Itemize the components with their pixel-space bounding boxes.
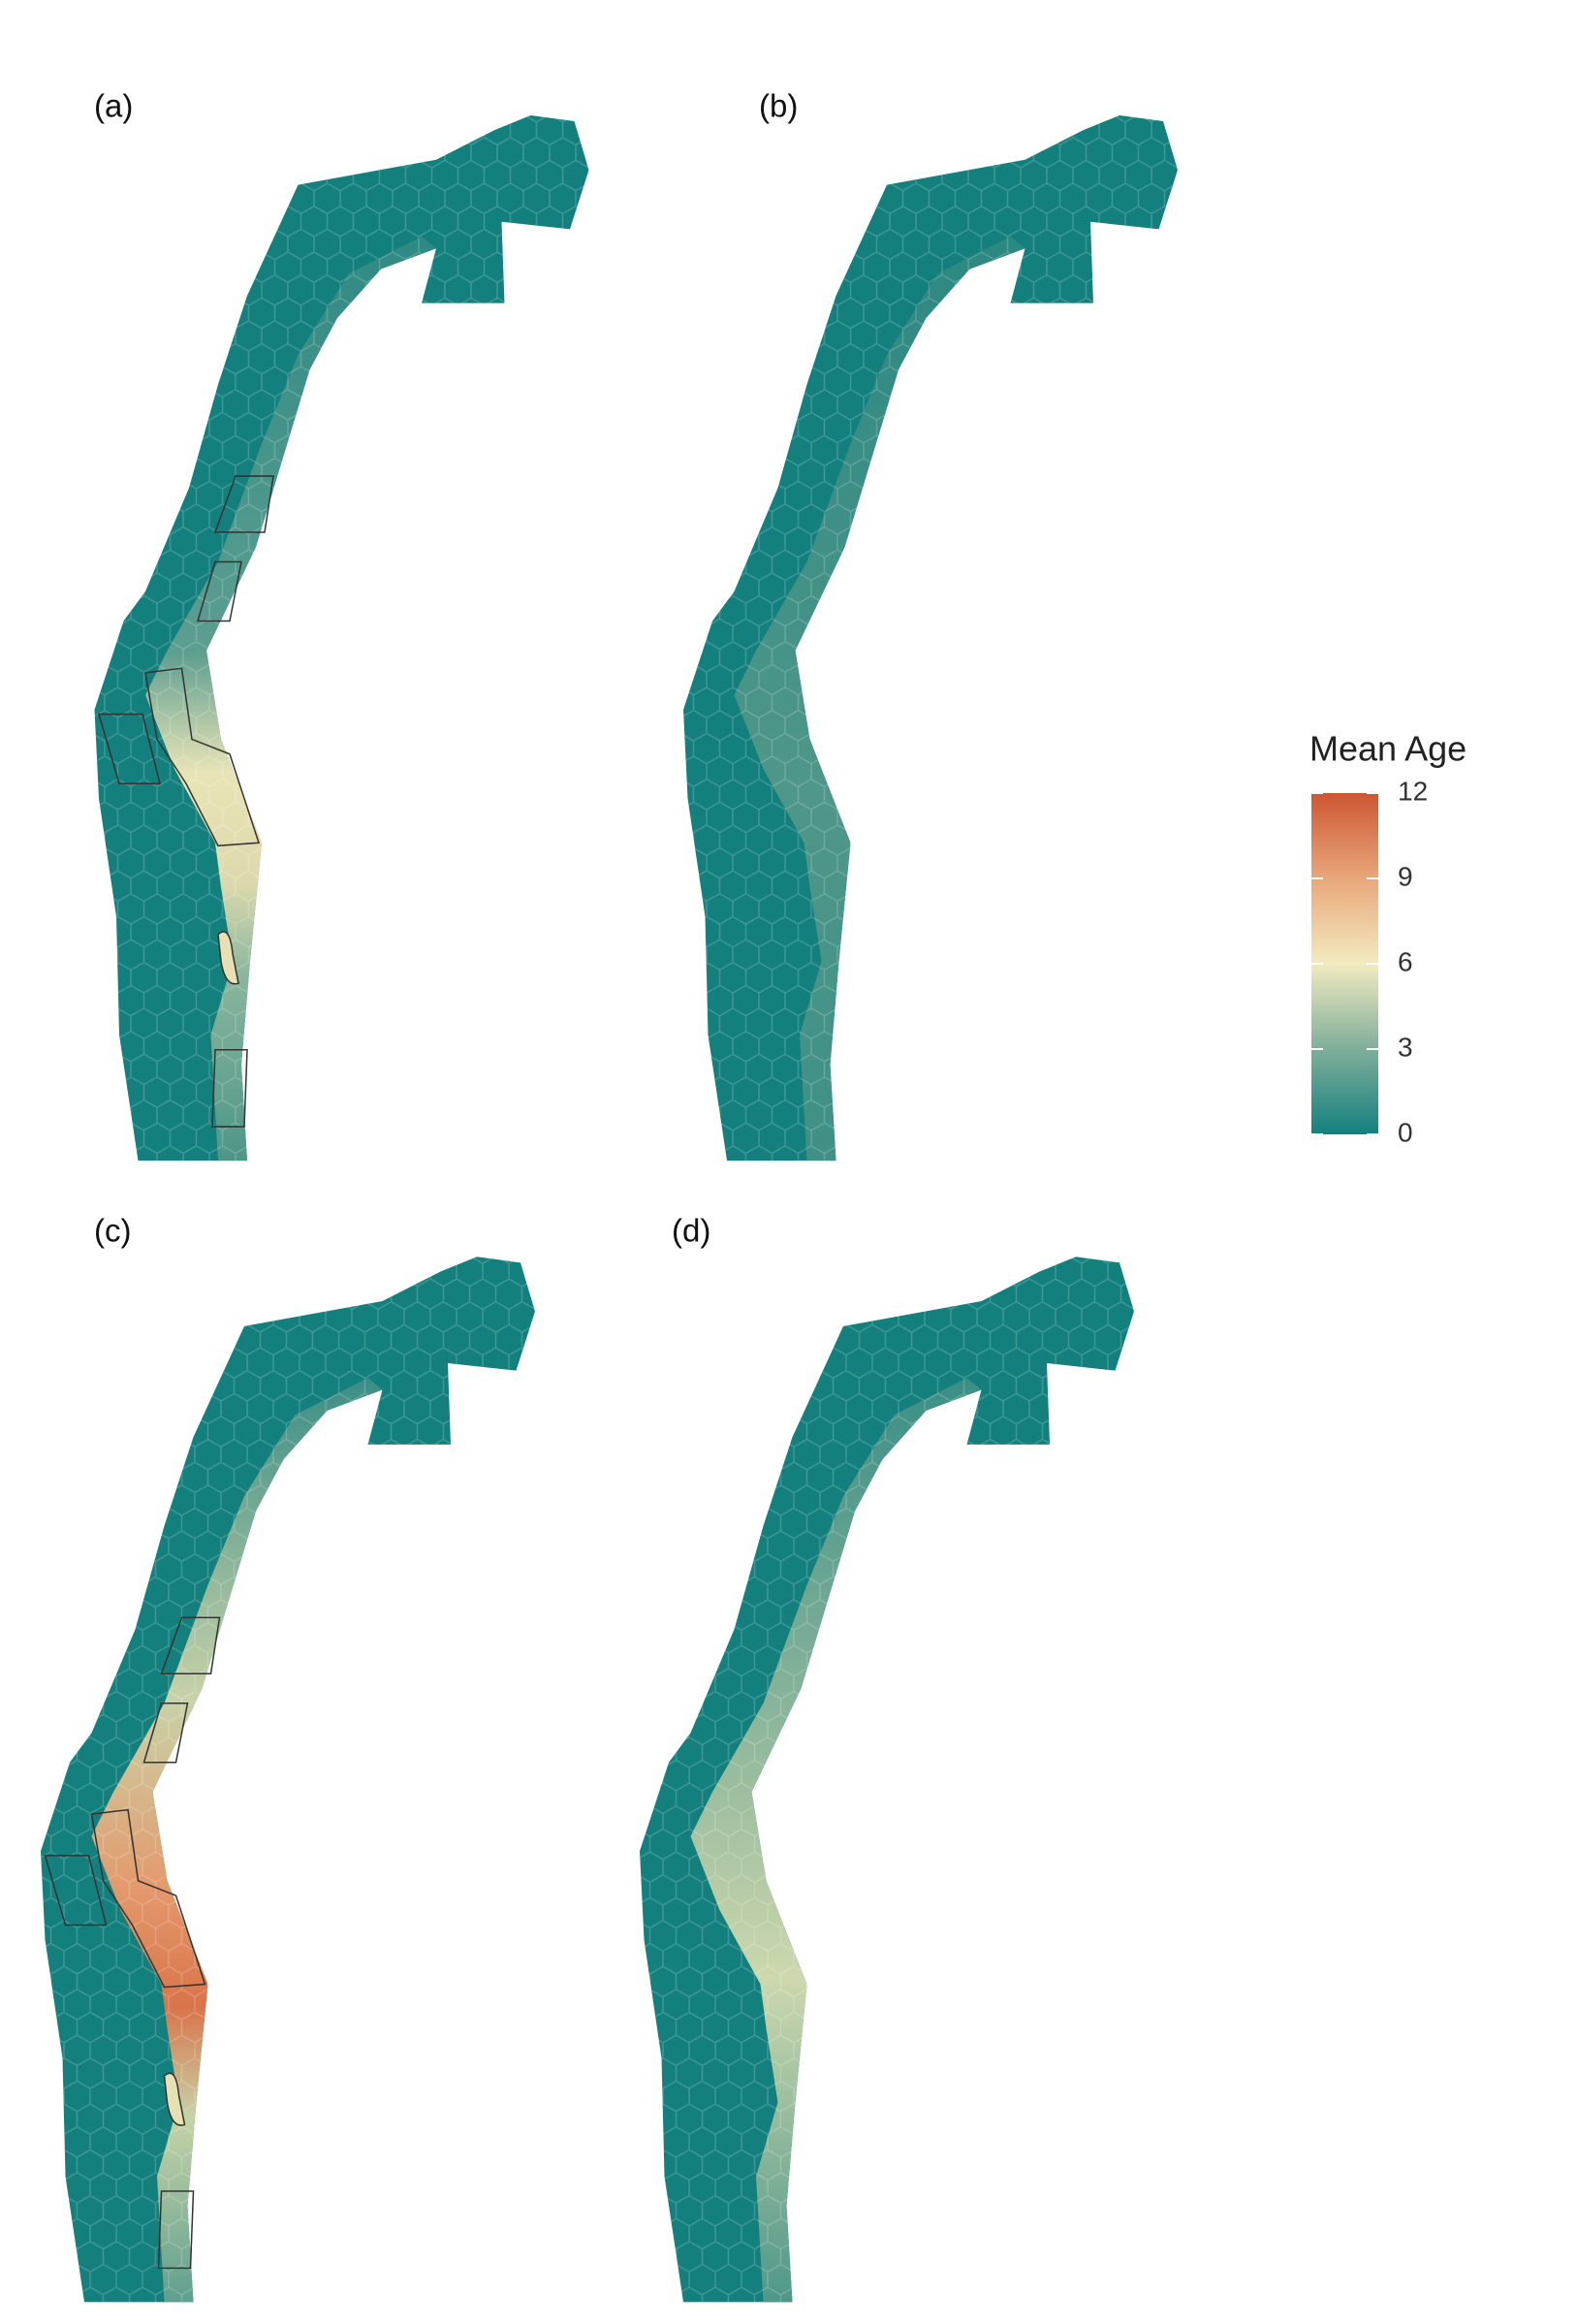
zone-outline <box>196 560 242 622</box>
zone-outline <box>157 2190 195 2270</box>
legend-tick-label: 0 <box>1398 1117 1413 1147</box>
legend-title: Mean Age <box>1309 729 1467 769</box>
zone-outline <box>211 1048 248 1128</box>
hex-grid <box>640 1257 1134 2303</box>
legend: Mean Age 0 3 6 9 12 <box>1309 729 1467 1148</box>
map-panel <box>640 1257 1134 2303</box>
zone-outline <box>160 1616 221 1675</box>
map-panel <box>683 114 1178 1162</box>
panel-label: (c) <box>94 1213 131 1249</box>
zone-outline <box>142 1703 189 1764</box>
map-panel <box>41 1257 535 2303</box>
panel-label: (a) <box>94 88 133 124</box>
panel-label: (b) <box>759 88 798 124</box>
legend-tick-label: 9 <box>1398 861 1413 891</box>
panel-label: (d) <box>672 1213 710 1249</box>
hex-grid <box>683 114 1178 1162</box>
zone-outline <box>213 475 274 533</box>
zone-outline <box>217 931 239 985</box>
map-panel <box>94 114 589 1162</box>
zone-outline <box>163 2072 186 2126</box>
zone-outline <box>44 1855 108 1926</box>
zone-outline <box>97 713 161 785</box>
legend-tick-label: 3 <box>1398 1032 1413 1062</box>
hex-grid <box>41 1257 535 2303</box>
zone-outline <box>144 667 261 847</box>
zone-outline <box>90 1808 206 1989</box>
hex-grid <box>94 114 589 1162</box>
maps <box>41 114 1178 2303</box>
legend-tick-label: 12 <box>1398 776 1428 806</box>
legend-tick-label: 6 <box>1398 946 1413 976</box>
